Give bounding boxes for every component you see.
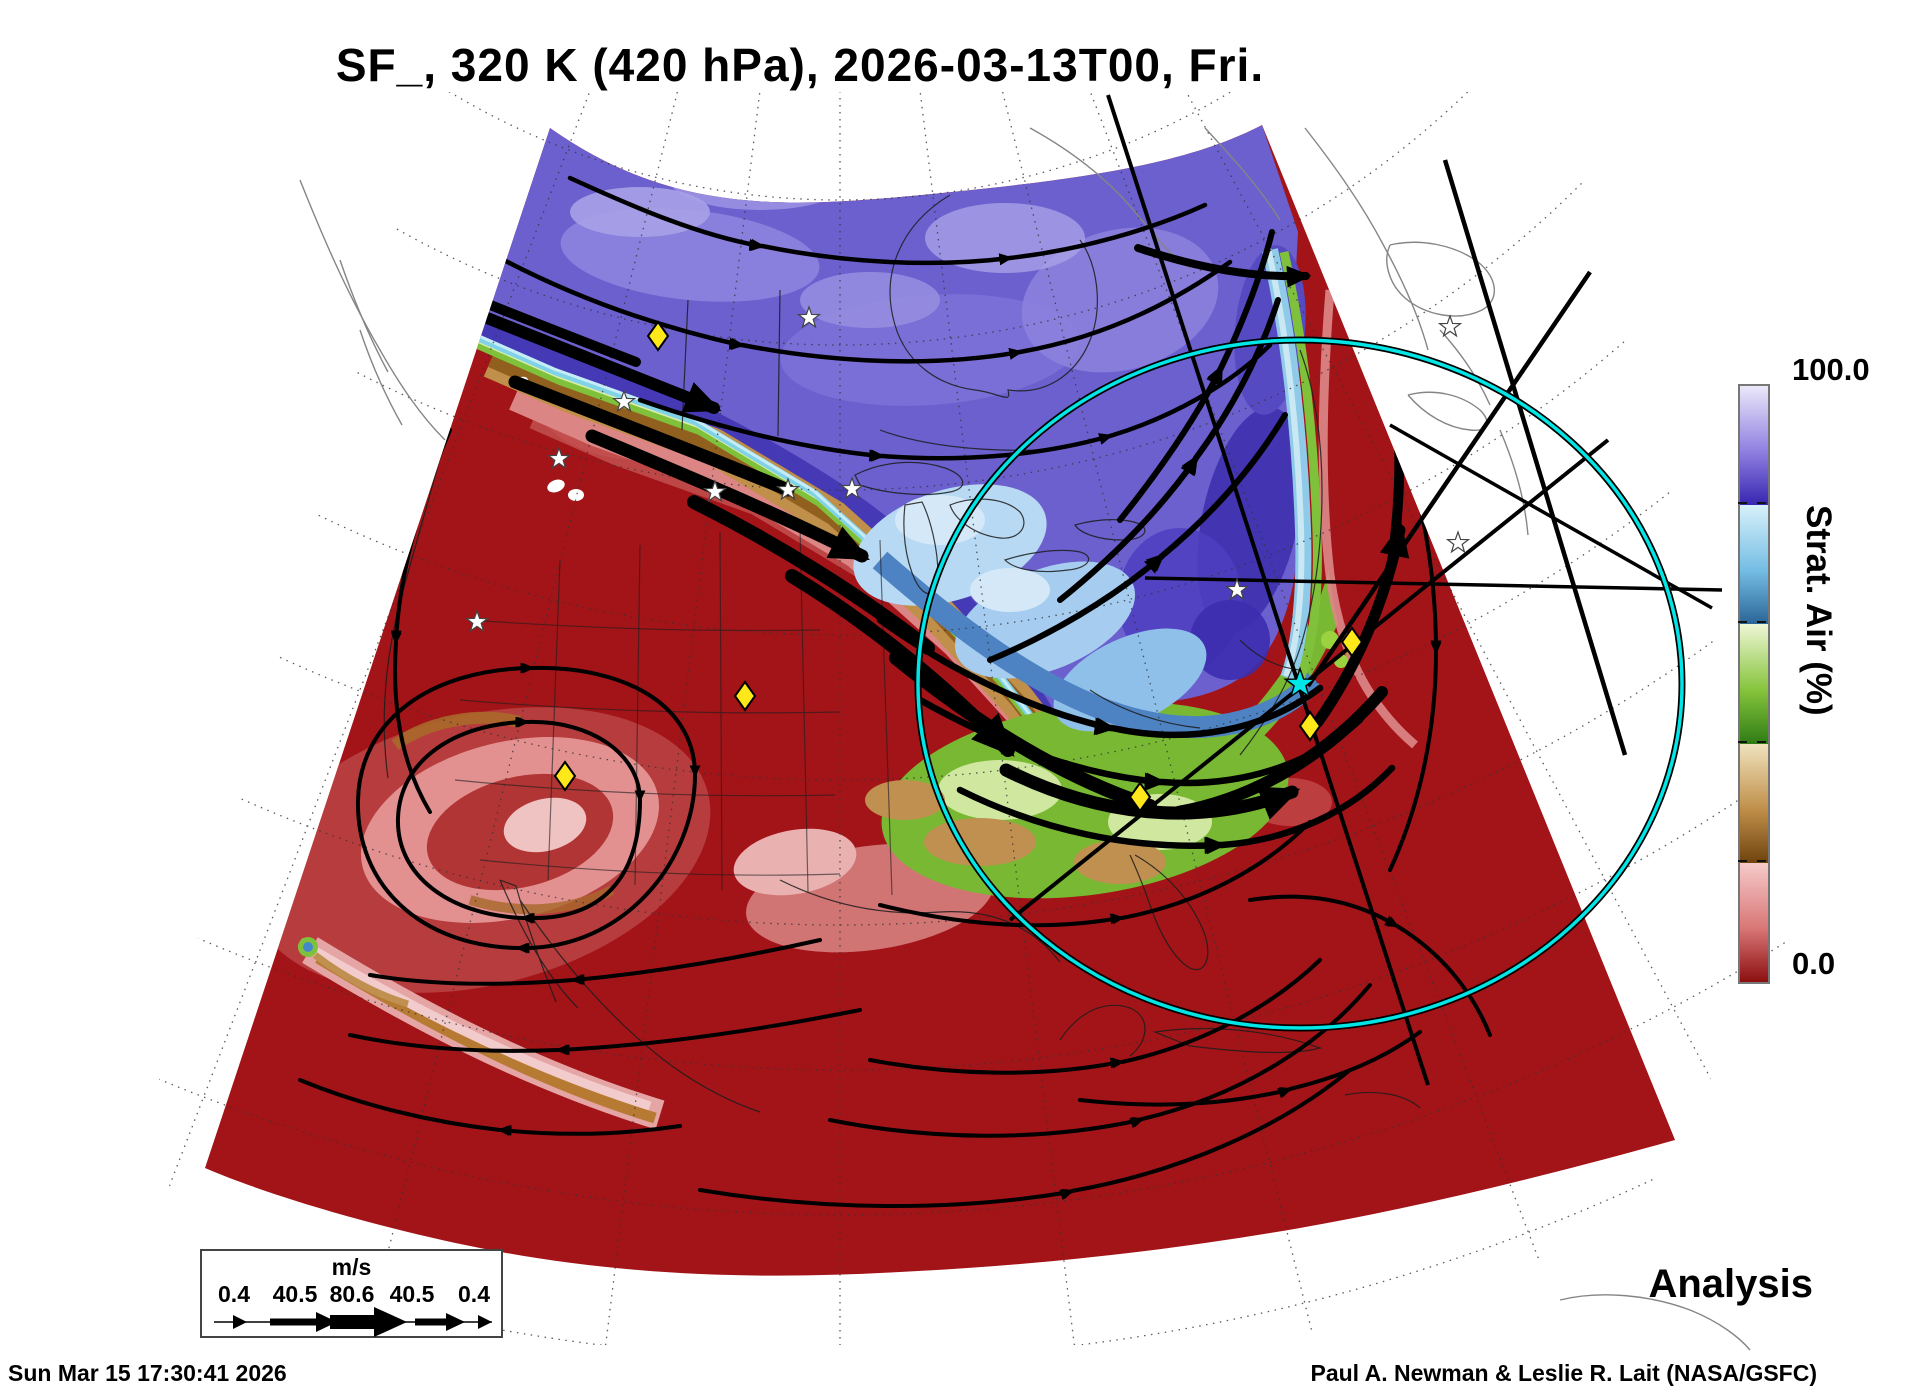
colorbar-tick <box>1757 741 1766 743</box>
colorbar-seg-green <box>1740 624 1768 744</box>
colorbar-tick <box>1757 621 1766 623</box>
wind-value: 0.4 <box>458 1281 490 1307</box>
page-title: SF_, 320 K (420 hPa), 2026-03-13T00, Fri… <box>335 39 1265 91</box>
colorbar-seg-blue <box>1740 505 1768 625</box>
wind-value: 0.4 <box>218 1281 250 1307</box>
colorbar-tick <box>1757 860 1766 862</box>
colorbar <box>1738 384 1770 984</box>
wind-value: 40.5 <box>272 1281 318 1307</box>
analysis-label: Analysis <box>1648 1262 1813 1306</box>
coastal-transition-band <box>1262 247 1357 681</box>
wind-arrow-scale <box>214 1307 492 1337</box>
colorbar-tick <box>1738 621 1747 623</box>
colorbar-min-label: 0.0 <box>1792 946 1836 981</box>
wind-value: 80.6 <box>329 1281 375 1307</box>
outside-coastlines <box>299 127 1751 1351</box>
wind-legend-values: 0.4 40.5 80.6 40.5 0.4 <box>202 1281 501 1307</box>
range-circle <box>914 336 1686 1032</box>
colorbar-tick <box>1738 502 1747 504</box>
colorbar-seg-purple <box>1740 386 1768 506</box>
colorbar-tick <box>1738 860 1747 862</box>
colorbar-seg-red <box>1740 862 1768 982</box>
colorbar-tick <box>1738 741 1747 743</box>
generated-timestamp: Sun Mar 15 17:30:41 2026 <box>8 1360 287 1386</box>
colorbar-title: Strat. Air (%) <box>1799 505 1838 716</box>
wind-speed-legend: m/s 0.4 40.5 80.6 40.5 0.4 <box>200 1249 503 1338</box>
credit-line: Paul A. Newman & Leslie R. Lait (NASA/GS… <box>1310 1360 1817 1386</box>
colorbar-seg-tan <box>1740 743 1768 863</box>
wind-value: 40.5 <box>389 1281 435 1307</box>
wind-legend-unit: m/s <box>331 1254 372 1280</box>
colorbar-tick <box>1757 502 1766 504</box>
colorbar-max-label: 100.0 <box>1792 352 1870 387</box>
